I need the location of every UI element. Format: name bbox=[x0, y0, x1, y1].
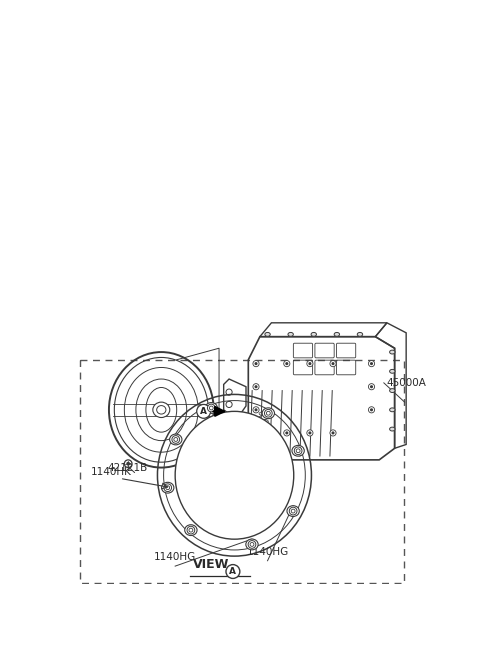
Text: VIEW: VIEW bbox=[193, 558, 229, 571]
Circle shape bbox=[330, 430, 336, 436]
Ellipse shape bbox=[390, 388, 395, 392]
Circle shape bbox=[254, 408, 258, 411]
Circle shape bbox=[248, 541, 256, 548]
Ellipse shape bbox=[390, 369, 395, 373]
Circle shape bbox=[332, 432, 335, 434]
Circle shape bbox=[330, 361, 336, 367]
Bar bbox=[81, 359, 404, 583]
Ellipse shape bbox=[390, 350, 395, 354]
Ellipse shape bbox=[357, 333, 363, 337]
Ellipse shape bbox=[169, 434, 182, 445]
Circle shape bbox=[307, 430, 313, 436]
Circle shape bbox=[285, 362, 288, 365]
Circle shape bbox=[284, 361, 290, 367]
Circle shape bbox=[172, 436, 180, 443]
Text: REF. 43-453: REF. 43-453 bbox=[215, 463, 276, 474]
Circle shape bbox=[207, 404, 215, 412]
Circle shape bbox=[370, 408, 373, 411]
Circle shape bbox=[253, 384, 259, 390]
Circle shape bbox=[294, 447, 302, 455]
Text: 45000A: 45000A bbox=[386, 378, 426, 388]
Circle shape bbox=[254, 362, 258, 365]
Text: A: A bbox=[229, 567, 237, 577]
Ellipse shape bbox=[246, 539, 258, 550]
Circle shape bbox=[253, 361, 259, 367]
Circle shape bbox=[289, 507, 297, 515]
Circle shape bbox=[369, 361, 374, 367]
Circle shape bbox=[369, 407, 374, 413]
Ellipse shape bbox=[205, 403, 217, 413]
Circle shape bbox=[226, 565, 240, 579]
Ellipse shape bbox=[162, 482, 174, 493]
Circle shape bbox=[308, 432, 312, 434]
Ellipse shape bbox=[185, 525, 197, 535]
Ellipse shape bbox=[288, 333, 293, 337]
Circle shape bbox=[254, 385, 258, 388]
Circle shape bbox=[285, 432, 288, 434]
Circle shape bbox=[264, 409, 272, 417]
Text: 1140HG: 1140HG bbox=[246, 546, 288, 556]
Ellipse shape bbox=[292, 445, 304, 456]
Circle shape bbox=[369, 384, 374, 390]
Circle shape bbox=[187, 526, 195, 534]
Ellipse shape bbox=[175, 411, 294, 539]
Circle shape bbox=[197, 405, 211, 419]
Text: 42121B: 42121B bbox=[108, 463, 148, 474]
Ellipse shape bbox=[265, 333, 270, 337]
Ellipse shape bbox=[262, 408, 275, 419]
Circle shape bbox=[370, 362, 373, 365]
Circle shape bbox=[126, 462, 130, 466]
Circle shape bbox=[307, 361, 313, 367]
Circle shape bbox=[370, 385, 373, 388]
Text: 1140HK: 1140HK bbox=[90, 467, 132, 478]
Ellipse shape bbox=[287, 506, 300, 516]
Ellipse shape bbox=[390, 408, 395, 412]
Ellipse shape bbox=[334, 333, 339, 337]
Text: 1140HG: 1140HG bbox=[154, 552, 196, 562]
Circle shape bbox=[164, 484, 171, 491]
Ellipse shape bbox=[311, 333, 316, 337]
Circle shape bbox=[253, 407, 259, 413]
Text: A: A bbox=[200, 407, 207, 417]
Circle shape bbox=[332, 362, 335, 365]
Circle shape bbox=[308, 362, 312, 365]
Ellipse shape bbox=[390, 427, 395, 431]
Ellipse shape bbox=[153, 402, 170, 417]
Circle shape bbox=[284, 430, 290, 436]
